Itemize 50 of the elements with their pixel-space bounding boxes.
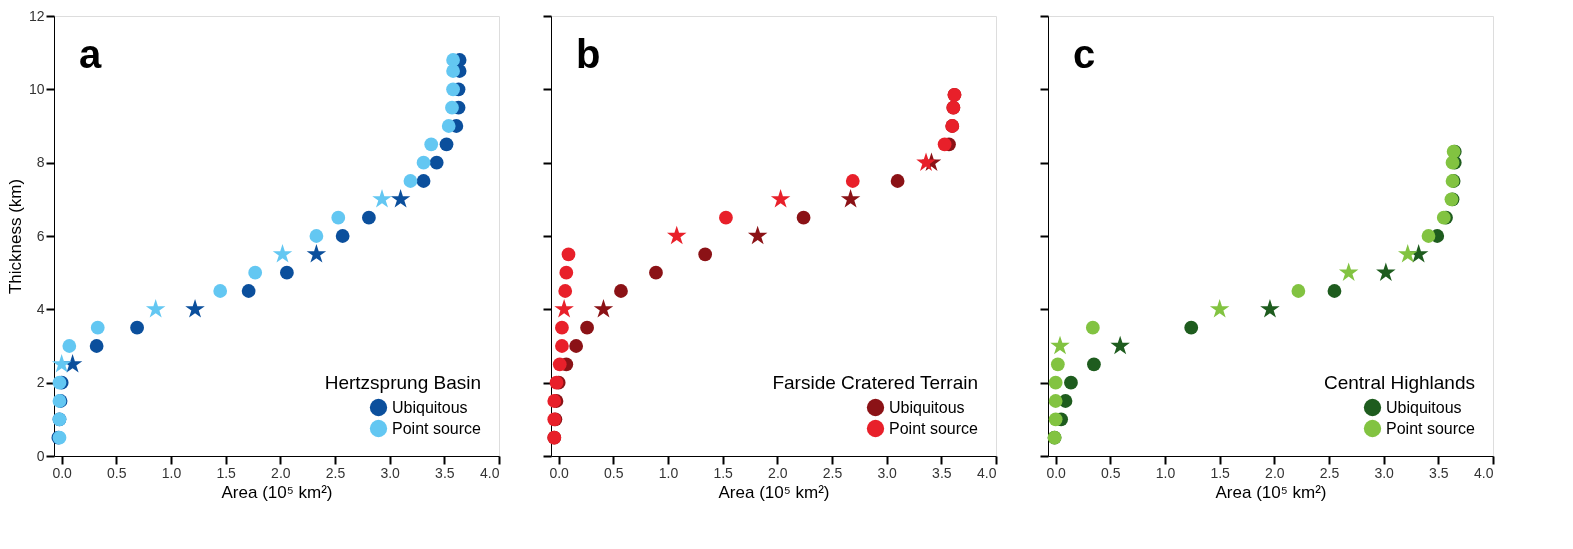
x-tick-label: 1.5 bbox=[713, 464, 734, 481]
x-tick-label: 1.5 bbox=[216, 464, 237, 481]
annotation: b bbox=[576, 32, 601, 76]
y-tick-label: 12 bbox=[28, 7, 45, 24]
legend-label: Point source bbox=[1386, 419, 1476, 437]
x-tick-label: 0.0 bbox=[549, 464, 570, 481]
x-axis-title: Area (10⁵ km²) bbox=[221, 482, 333, 502]
legend-label: Ubiquitous bbox=[392, 398, 468, 416]
x-tick-label: 1.0 bbox=[1155, 464, 1176, 481]
legend-label: Ubiquitous bbox=[889, 398, 965, 416]
legend-title: Farside Cratered Terrain bbox=[772, 372, 978, 393]
x-tick-label: 3.5 bbox=[435, 464, 455, 481]
x-tick-label: 2.5 bbox=[325, 464, 346, 481]
x-tick-label: 1.0 bbox=[658, 464, 679, 481]
y-tick-label: 6 bbox=[36, 227, 45, 244]
x-tick-label: 0.5 bbox=[107, 464, 127, 481]
annotation: a bbox=[79, 32, 102, 76]
x-axis-title: Area (10⁵ km²) bbox=[718, 482, 830, 502]
legend-label: Ubiquitous bbox=[1386, 398, 1462, 416]
annotation: c bbox=[1073, 32, 1096, 76]
legend-title: Central Highlands bbox=[1323, 372, 1475, 393]
y-tick-label: 8 bbox=[36, 154, 45, 171]
x-tick-label: 3.5 bbox=[932, 464, 952, 481]
x-tick-label: 2.0 bbox=[768, 464, 788, 481]
y-axis-title: Thickness (km) bbox=[5, 178, 25, 295]
y-tick-label: 0 bbox=[36, 447, 45, 464]
x-axis-title: Area (10⁵ km²) bbox=[1215, 482, 1327, 502]
x-tick-label: 3.0 bbox=[1374, 464, 1395, 481]
x-tick-label: 0.0 bbox=[52, 464, 73, 481]
legend-label: Point source bbox=[392, 419, 482, 437]
x-tick-label: 0.5 bbox=[1101, 464, 1121, 481]
y-tick-label: 4 bbox=[36, 300, 45, 317]
x-tick-label: 2.0 bbox=[271, 464, 291, 481]
x-tick-label: 2.0 bbox=[1265, 464, 1285, 481]
x-tick-label: 2.5 bbox=[1319, 464, 1340, 481]
x-tick-label: 3.0 bbox=[380, 464, 401, 481]
x-tick-label: 2.5 bbox=[822, 464, 843, 481]
x-tick-label: 0.0 bbox=[1046, 464, 1067, 481]
x-tick-label: 3.5 bbox=[1429, 464, 1449, 481]
x-tick-label: 0.5 bbox=[604, 464, 624, 481]
x-tick-label: 4.0 bbox=[480, 464, 500, 481]
y-tick-label: 10 bbox=[28, 80, 45, 97]
y-tick-label: 2 bbox=[36, 374, 45, 391]
legend-title: Hertzsprung Basin bbox=[324, 372, 481, 393]
x-tick-label: 3.0 bbox=[877, 464, 898, 481]
x-tick-label: 4.0 bbox=[1474, 464, 1494, 481]
x-tick-label: 1.0 bbox=[161, 464, 182, 481]
x-tick-label: 1.5 bbox=[1210, 464, 1231, 481]
legend-label: Point source bbox=[889, 419, 979, 437]
x-tick-label: 4.0 bbox=[977, 464, 997, 481]
